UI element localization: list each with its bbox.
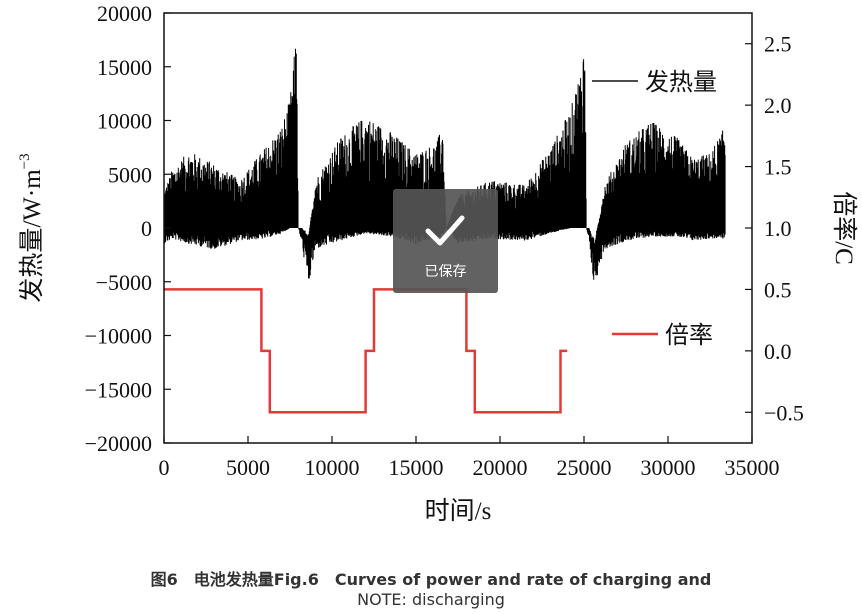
y-left-axis-title: 发热量/W·m−3 xyxy=(17,153,46,302)
legend-rate-label: 倍率 xyxy=(665,321,713,349)
y-right-axis-title: 倍率/C xyxy=(830,191,858,265)
x-tick-label: 0 xyxy=(159,455,170,480)
y-left-tick-label: 20000 xyxy=(97,1,152,26)
y-right-tick-label: 0.5 xyxy=(764,277,792,302)
y-right-tick-label: 0.0 xyxy=(764,339,792,364)
y-left-tick-label: 10000 xyxy=(97,109,152,134)
x-axis-title: 时间/s xyxy=(425,497,492,525)
x-tick-label: 20000 xyxy=(473,455,528,480)
y-right-tick-label: 2.0 xyxy=(764,93,792,118)
y-left-tick-label: −15000 xyxy=(85,377,152,402)
figure-caption-note: NOTE: discharging xyxy=(357,590,505,609)
y-left-tick-label: −10000 xyxy=(85,324,152,349)
y-left-tick-label: 0 xyxy=(141,216,152,241)
y-right-tick-label: 2.5 xyxy=(764,32,792,57)
figure-caption: 图6 电池发热量Fig.6 Curves of power and rate o… xyxy=(150,570,712,589)
x-tick-label: 30000 xyxy=(641,455,696,480)
x-tick-label: 15000 xyxy=(389,455,444,480)
y-left-tick-label: 5000 xyxy=(108,162,152,187)
x-tick-label: 35000 xyxy=(725,455,780,480)
y-right-tick-label: −0.5 xyxy=(764,400,804,425)
x-tick-label: 25000 xyxy=(557,455,612,480)
y-right-tick-label: 1.0 xyxy=(764,216,792,241)
y-left-tick-label: −20000 xyxy=(85,431,152,456)
saved-toast: 已保存 xyxy=(393,189,498,293)
y-right-tick-label: 1.5 xyxy=(764,155,792,180)
legend-heat-bg xyxy=(586,60,732,98)
x-tick-label: 10000 xyxy=(305,455,360,480)
checkmark-icon xyxy=(425,215,465,246)
x-tick-label: 5000 xyxy=(226,455,270,480)
toast-label: 已保存 xyxy=(424,264,467,280)
legend-heat-label: 发热量 xyxy=(645,68,717,96)
y-left-tick-label: −5000 xyxy=(96,270,152,295)
series-rate-line xyxy=(164,288,568,414)
y-left-tick-label: 15000 xyxy=(97,55,152,80)
